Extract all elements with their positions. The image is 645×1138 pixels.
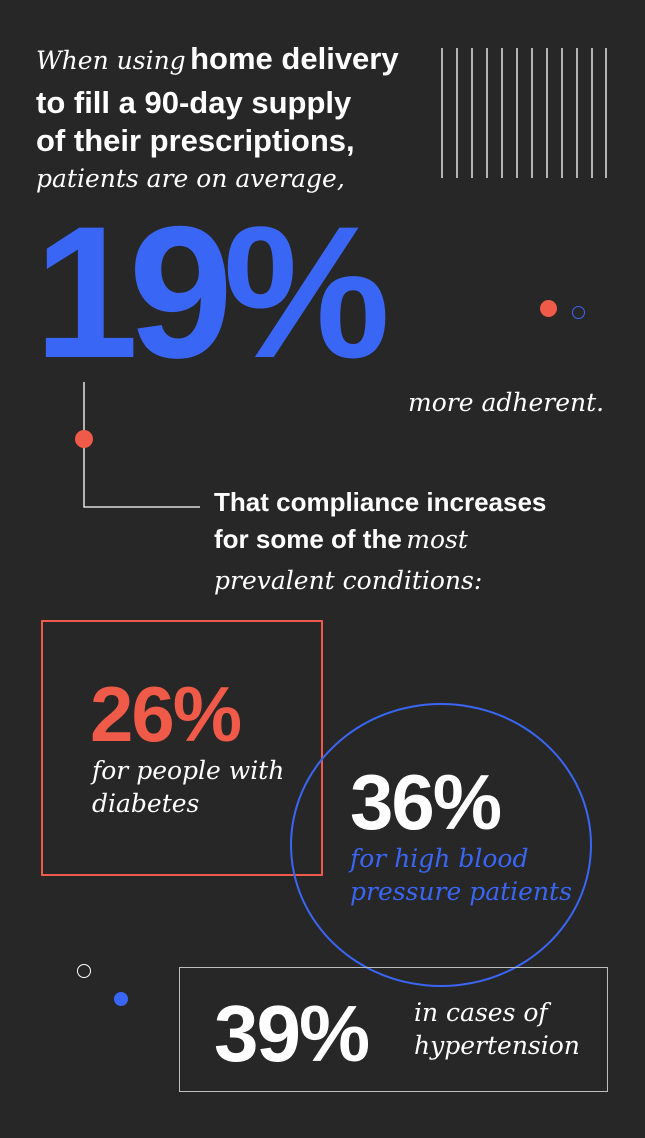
headline-percentage: 19% [34, 187, 390, 397]
intro-line-4: patients are on average, [36, 164, 345, 193]
blue-ring-icon [572, 306, 585, 319]
intro-line-2: to fill a 90-day supply [36, 85, 352, 120]
headline-suffix: more adherent. [408, 388, 605, 417]
hypertension-stat-value: 39% [214, 989, 370, 1078]
hypertension-stat-label: in cases of hypertension [414, 996, 580, 1062]
intro-line-1: When using home delivery [36, 40, 436, 84]
connector-line [75, 382, 200, 508]
hypertension-label-line-1: in cases of [414, 998, 548, 1027]
intro-text: When using home delivery to fill a 90-da… [36, 40, 436, 198]
hypertension-stat-box [179, 967, 608, 1092]
diabetes-stat-box [41, 620, 323, 876]
diabetes-label-line-1: for people with [92, 756, 285, 785]
compliance-line-2: for some of the most [214, 521, 634, 562]
compliance-line-1: That compliance increases [214, 487, 547, 517]
connector-dot-icon [75, 430, 93, 448]
blood-pressure-stat-label: for high blood pressure patients [350, 842, 572, 908]
blood-pressure-label-line-2: pressure patients [350, 877, 572, 906]
coral-dot-icon [540, 300, 557, 317]
intro-lead-bold: home delivery [190, 41, 399, 76]
compliance-line-3: prevalent conditions: [214, 566, 483, 595]
hypertension-label-line-2: hypertension [414, 1031, 580, 1060]
compliance-text: That compliance increases for some of th… [214, 484, 634, 599]
compliance-line-2-italic: most [406, 525, 468, 554]
compliance-line-2-bold: for some of the [214, 524, 402, 554]
white-ring-icon [77, 964, 91, 978]
blue-dot-icon [114, 992, 128, 1006]
blood-pressure-stat-circle [290, 703, 592, 987]
intro-lead-italic: When using [36, 46, 186, 75]
intro-line-3: of their prescriptions, [36, 123, 355, 158]
diabetes-stat-value: 26% [90, 670, 242, 758]
decorative-stripes [441, 48, 607, 178]
diabetes-stat-label: for people with diabetes [92, 754, 284, 820]
diabetes-label-line-2: diabetes [92, 789, 200, 818]
blood-pressure-label-line-1: for high blood [350, 844, 529, 873]
blood-pressure-stat-value: 36% [350, 758, 502, 846]
